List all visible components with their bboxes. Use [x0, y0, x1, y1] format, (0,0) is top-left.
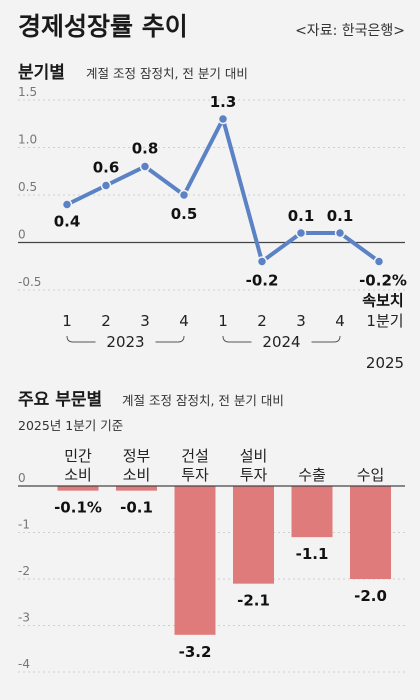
year-label: 2023 [106, 333, 144, 351]
category-label: 투자 [181, 466, 209, 484]
data-label: 0.4 [54, 213, 81, 231]
bar-value-label: -0.1 [120, 499, 153, 517]
x-tick-label: 4 [335, 312, 345, 330]
bar [174, 486, 216, 635]
x-tick-label: 1분기 [366, 312, 403, 330]
y-tick-label: -3 [18, 611, 30, 625]
bar-value-label: -1.1 [296, 545, 329, 563]
data-point [373, 256, 385, 267]
x-tick-label: 2 [101, 312, 111, 330]
bar [116, 486, 157, 491]
x-tick-label: 2 [257, 312, 267, 330]
y-tick-label: 1.0 [18, 133, 37, 147]
data-point [217, 113, 229, 125]
year-label: 2024 [262, 333, 300, 351]
category-label: 투자 [240, 466, 268, 484]
line-section-note: 계절 조정 잠정치, 전 분기 대비 [86, 66, 248, 81]
data-label: 0.1 [288, 207, 315, 225]
data-point [334, 227, 346, 239]
x-tick-label: 1 [218, 312, 228, 330]
bar [233, 486, 274, 584]
category-label: 설비 [240, 447, 268, 465]
bar [291, 486, 333, 538]
y-tick-label: 0.5 [18, 180, 37, 194]
bar [57, 486, 99, 491]
bar-section-note: 계절 조정 잠정치, 전 분기 대비 [122, 393, 284, 408]
data-point [256, 256, 268, 267]
preliminary-note: 속보치 [362, 292, 403, 310]
x-tick-label: 3 [296, 312, 306, 330]
category-label: 수입 [357, 466, 385, 484]
data-label: 0.1 [327, 207, 354, 225]
bar-value-label: -3.2 [179, 643, 212, 661]
data-label: 0.5 [171, 205, 198, 223]
y-tick-label: -4 [18, 657, 30, 671]
page-title: 경제성장률 추이 [18, 12, 188, 41]
data-label: -0.2% [359, 272, 407, 290]
data-point [178, 189, 190, 201]
category-label: 건설 [181, 447, 209, 465]
bar [350, 486, 391, 579]
data-label: 0.6 [93, 159, 120, 177]
x-tick-label: 3 [140, 312, 150, 330]
y-tick-label: -0.5 [18, 275, 41, 289]
y-tick-label: 0 [18, 228, 26, 242]
data-point [139, 161, 151, 172]
data-label: 0.8 [132, 140, 159, 158]
bar-chart: 0-1-2-3-4-0.1%민간소비-0.1정부소비-3.2건설투자-2.1설비… [18, 447, 405, 673]
year-bracket [222, 335, 341, 343]
source-label: <자료: 한국은행> [295, 23, 405, 39]
line-chart: 1.5 1.0 0.5 0 -0.5 0.4 0.6 0.8 0.5 1.3 -0.2 0.1 0.1 -… [18, 85, 407, 372]
bar-value-label: -0.1% [54, 499, 102, 517]
bar-section-title: 주요 부문별 [18, 390, 102, 410]
data-label: -0.2 [246, 272, 279, 290]
data-point [61, 199, 73, 210]
category-label: 수출 [298, 466, 326, 484]
data-point [295, 227, 307, 239]
x-tick-label: 1 [62, 312, 72, 330]
x-tick-label: 4 [179, 312, 189, 330]
bar-value-label: -2.0 [354, 587, 387, 605]
year-label: 2025 [366, 354, 404, 372]
bar-section-subnote: 2025년 1분기 기준 [18, 418, 123, 433]
data-label: 1.3 [210, 93, 237, 111]
y-tick-label: 1.5 [18, 85, 37, 99]
data-point [100, 180, 112, 191]
bar-value-label: -2.1 [237, 592, 270, 610]
category-label: 정부 [123, 447, 151, 465]
category-label: 소비 [64, 466, 92, 484]
y-tick-label: -2 [18, 564, 30, 578]
series-line [65, 117, 381, 264]
year-bracket [66, 335, 185, 343]
category-label: 소비 [123, 466, 151, 484]
category-label: 민간 [64, 447, 92, 465]
y-tick-label: 0 [18, 471, 26, 485]
y-tick-label: -1 [18, 518, 30, 532]
line-section-title: 분기별 [18, 63, 65, 83]
